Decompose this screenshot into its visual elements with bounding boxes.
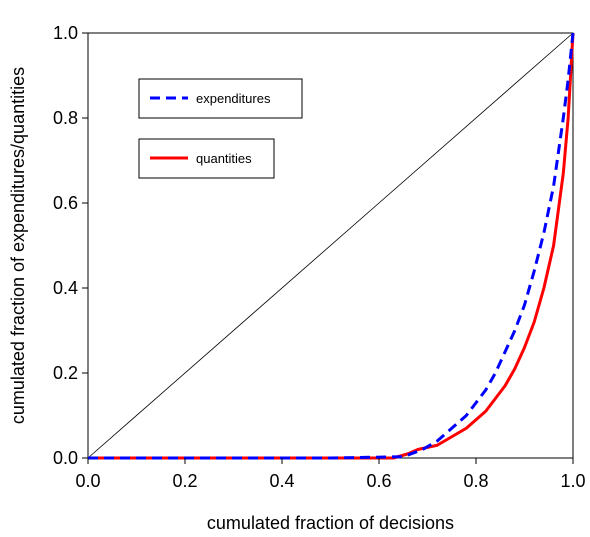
x-tick-label: 1.0: [560, 471, 585, 491]
legend-label-quantities: quantities: [196, 151, 252, 166]
y-tick-label: 0.2: [53, 363, 78, 383]
y-axis: 0.0 0.2 0.4 0.6 0.8 1.0: [53, 23, 88, 468]
legend-label-expenditures: expenditures: [196, 91, 271, 106]
x-tick-label: 0.8: [463, 471, 488, 491]
y-tick-label: 0.0: [53, 448, 78, 468]
y-axis-title: cumulated fraction of expenditures/quant…: [8, 67, 28, 424]
series-layer: [88, 32, 575, 460]
x-axis: 0.0 0.2 0.4 0.6 0.8 1.0: [75, 458, 586, 491]
x-tick-label: 0.0: [75, 471, 100, 491]
legend-item-expenditures: expenditures: [138, 78, 303, 119]
y-tick-label: 0.6: [53, 193, 78, 213]
y-tick-label: 0.8: [53, 108, 78, 128]
legend-item-quantities: quantities: [138, 138, 275, 179]
x-axis-title: cumulated fraction of decisions: [207, 513, 454, 533]
y-tick-label: 1.0: [53, 23, 78, 43]
reference-line-group: [87, 32, 574, 459]
x-tick-label: 0.6: [366, 471, 391, 491]
y-tick-label: 0.4: [53, 278, 78, 298]
legend: expenditures quantities: [138, 78, 303, 179]
x-tick-label: 0.4: [269, 471, 294, 491]
x-tick-label: 0.2: [172, 471, 197, 491]
diagonal-reference-line: [87, 32, 574, 459]
